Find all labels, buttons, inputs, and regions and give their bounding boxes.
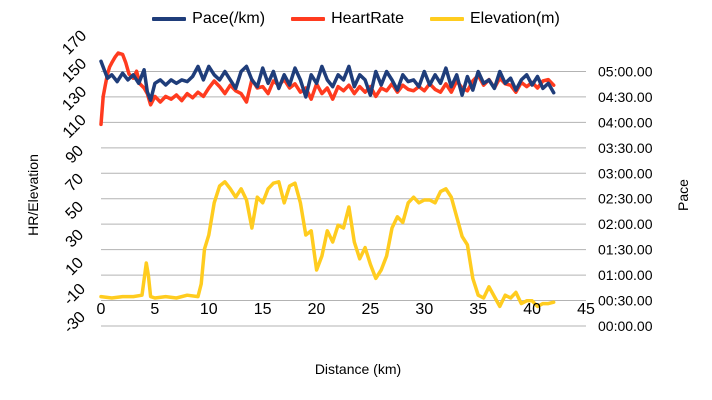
y-axis-right-title: Pace xyxy=(675,179,691,211)
x-tick-label: 30 xyxy=(415,301,433,318)
x-tick-label: 20 xyxy=(308,301,326,318)
y-right-tick-label: 02:30.00 xyxy=(598,191,653,207)
y-left-tick-label: 110 xyxy=(60,112,90,142)
y-left-tick-label: -10 xyxy=(61,281,89,309)
series-line-heartrate xyxy=(99,51,556,127)
legend-label-pace: Pace(/km) xyxy=(192,10,266,27)
y-right-tick-label: 04:00.00 xyxy=(598,114,653,130)
series-line-elevation xyxy=(99,180,556,309)
legend-item-pace: Pace(/km) xyxy=(152,10,265,28)
y-right-tick-label: 03:30.00 xyxy=(598,140,653,156)
legend-label-heartrate: HeartRate xyxy=(331,10,404,27)
x-tick-label: 40 xyxy=(523,301,541,318)
x-tick-label: 10 xyxy=(200,301,218,318)
y-right-tick-label: 01:30.00 xyxy=(598,242,653,258)
legend-swatch-heartrate xyxy=(291,17,326,21)
legend-item-elevation: Elevation(m) xyxy=(430,10,560,28)
x-tick-label: 45 xyxy=(577,301,595,318)
x-tick-label: 5 xyxy=(150,301,159,318)
y-right-tick-label: 05:00.00 xyxy=(598,63,653,79)
legend-swatch-elevation xyxy=(430,17,464,21)
x-tick-label: 25 xyxy=(362,301,380,318)
y-axis-left-title: HR/Elevation xyxy=(25,154,41,236)
y-left-tick-label: 70 xyxy=(63,170,88,195)
legend-item-heartrate: HeartRate xyxy=(291,10,404,28)
x-tick-label: 15 xyxy=(254,301,272,318)
y-left-tick-label: 170 xyxy=(59,27,90,58)
y-left-tick-label: 130 xyxy=(59,83,90,114)
series-layer xyxy=(99,51,556,309)
legend-label-elevation: Elevation(m) xyxy=(470,10,560,27)
y-right-tick-label: 00:30.00 xyxy=(598,293,653,309)
series-line-pace xyxy=(99,59,556,103)
y-right-tick-label: 03:00.00 xyxy=(598,165,653,181)
y-right-tick-label: 02:00.00 xyxy=(598,216,653,232)
y-right-tick-label: 00:00.00 xyxy=(598,318,653,334)
y-left-tick-label: -30 xyxy=(61,309,89,337)
y-left-tick-label: 150 xyxy=(59,55,90,86)
y-left-tick-label: 90 xyxy=(63,142,88,167)
x-axis-title: Distance (km) xyxy=(315,361,401,377)
grid-layer xyxy=(101,70,586,327)
y-left-tick-label: 10 xyxy=(63,254,88,279)
legend-swatch-pace xyxy=(152,17,187,21)
x-tick-label: 35 xyxy=(469,301,487,318)
y-left-tick-label: 50 xyxy=(63,198,88,223)
y-right-tick-label: 01:00.00 xyxy=(598,267,653,283)
x-tick-label: 0 xyxy=(97,301,106,318)
y-left-tick-label: 30 xyxy=(63,226,88,251)
legend: Pace(/km) HeartRate Elevation(m) xyxy=(0,10,712,28)
y-right-tick-label: 04:30.00 xyxy=(598,89,653,105)
